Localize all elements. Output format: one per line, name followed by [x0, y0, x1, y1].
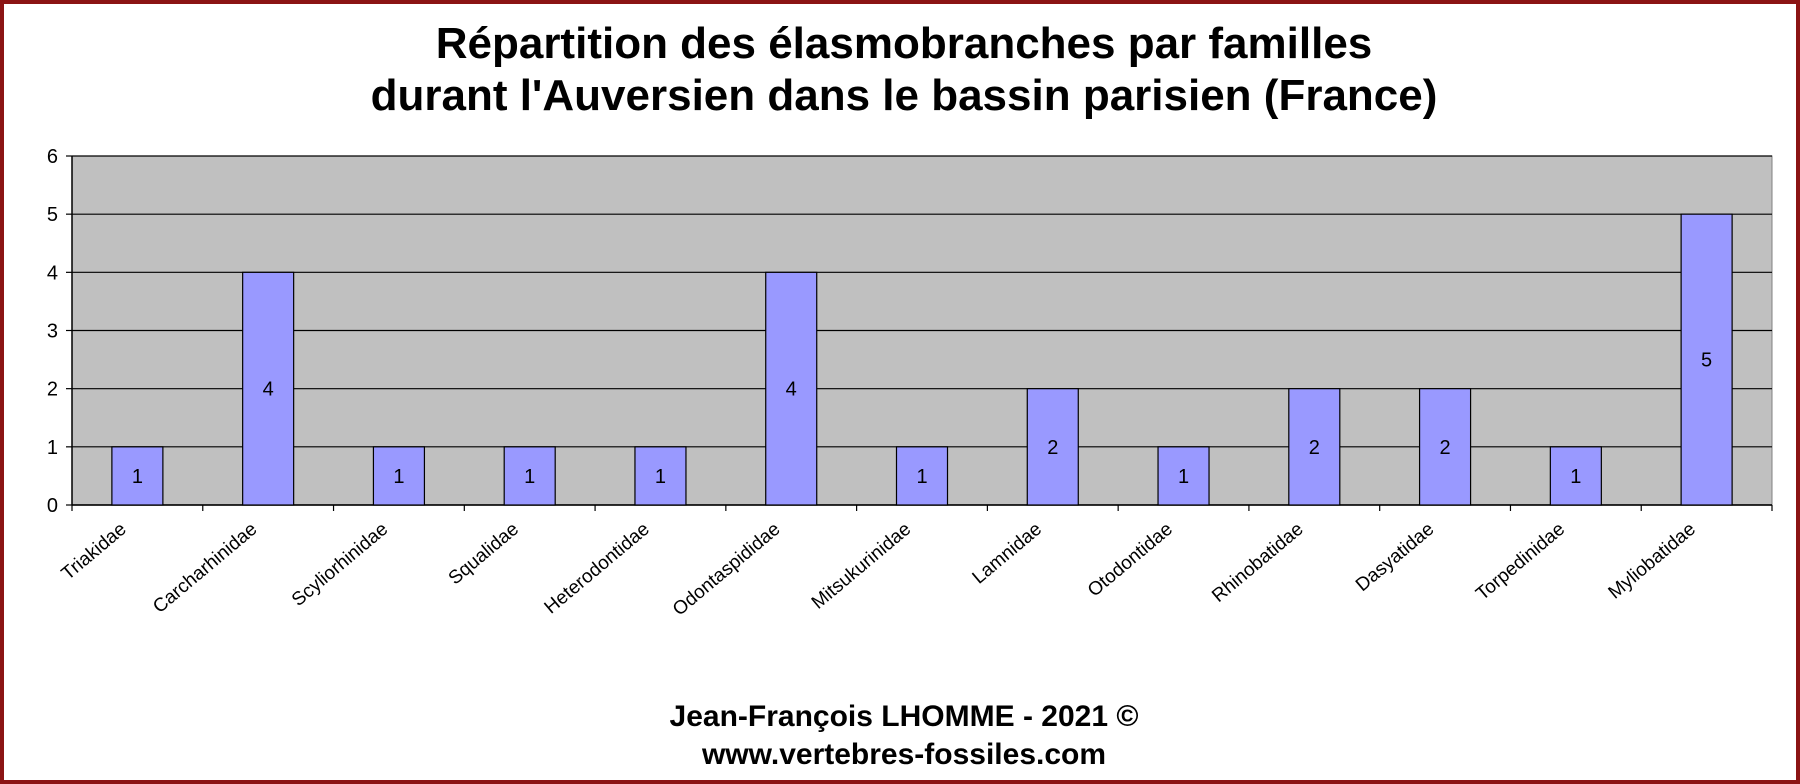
x-tick-label: Odontaspididae: [669, 519, 784, 621]
bar-chart: 0 1 2 3 4 5 6 1 Triakidae 4 Carcharhinidae 1 Scylior…: [47, 146, 1773, 621]
y-tick-label: 6: [47, 146, 58, 168]
bar-otodontidae: [1157, 446, 1210, 506]
y-tick-label: 0: [47, 495, 58, 517]
data-label: 1: [524, 466, 535, 488]
chart-footer: Jean-François LHOMME - 2021 © www.verteb…: [4, 698, 1800, 774]
x-tick-label: Torpedinidae: [1472, 519, 1569, 605]
bar-carcharhinidae: [242, 271, 295, 506]
chart-title: Répartition des élasmobranches par famil…: [4, 18, 1800, 122]
data-label: 1: [1178, 466, 1189, 488]
bar-mitsukurinidae: [895, 446, 949, 506]
bar-squalidae: [503, 446, 556, 506]
bar-myliobatidae: [1680, 213, 1733, 506]
footer-author: Jean-François LHOMME - 2021 ©: [669, 700, 1139, 733]
x-tick-label: Squalidae: [445, 519, 523, 589]
data-label: 1: [132, 466, 143, 488]
x-tick-label: Lamnidae: [969, 519, 1046, 589]
data-label: 1: [393, 466, 404, 488]
data-label: 1: [916, 466, 927, 488]
x-tick-label: Rhinobatidae: [1208, 519, 1307, 607]
y-tick-label: 2: [47, 379, 58, 401]
data-label: 4: [263, 379, 274, 401]
bar-rhinobatidae: [1288, 388, 1341, 506]
bar-odontaspididae: [765, 271, 818, 506]
chart-title-line-2: durant l'Auversien dans le bassin parisi…: [370, 71, 1438, 120]
x-tick-label: Heterodontidae: [541, 519, 654, 619]
chart-title-line-1: Répartition des élasmobranches par famil…: [435, 19, 1373, 68]
y-tick-label: 1: [47, 437, 58, 459]
y-tick-label: 4: [47, 262, 58, 284]
x-tick-label: Scyliorhinidae: [288, 519, 392, 611]
x-tick-label: Carcharhinidae: [149, 519, 261, 618]
footer-website: www.vertebres-fossiles.com: [701, 738, 1107, 771]
data-label: 2: [1440, 437, 1451, 459]
data-label: 5: [1701, 350, 1712, 372]
x-tick-label: Mitsukurinidae: [808, 519, 915, 614]
x-tick-label: Triakidae: [58, 519, 131, 585]
data-label: 1: [1570, 466, 1581, 488]
data-label: 1: [655, 466, 666, 488]
data-label: 2: [1047, 437, 1058, 459]
bar-heterodontidae: [634, 446, 687, 506]
data-label: 4: [786, 379, 797, 401]
x-tick-label: Dasyatidae: [1352, 519, 1438, 596]
x-tick-label: Myliobatidae: [1605, 519, 1700, 604]
y-tick-label: 3: [47, 321, 58, 343]
data-label: 2: [1309, 437, 1320, 459]
bar-lamnidae: [1026, 388, 1079, 506]
bar-torpedinidae: [1549, 446, 1602, 506]
y-tick-label: 5: [47, 204, 58, 226]
bar-triakidae: [111, 446, 164, 506]
bar-dasyatidae: [1418, 388, 1472, 506]
bar-scyliorhinidae: [372, 446, 426, 506]
x-tick-label: Otodontidae: [1084, 519, 1177, 602]
